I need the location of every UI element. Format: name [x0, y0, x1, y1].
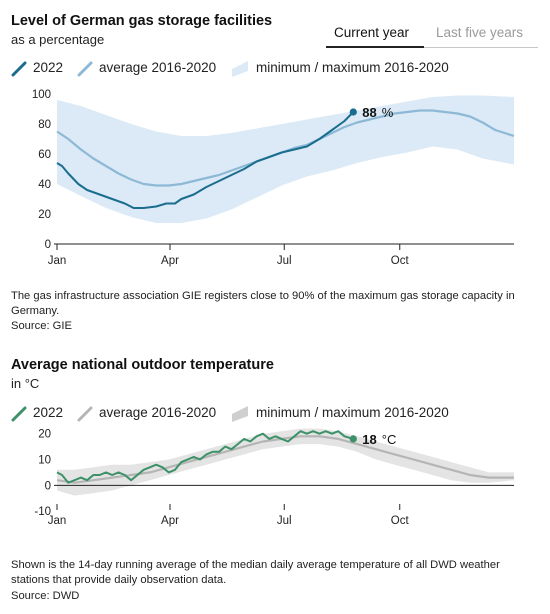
temp-end-unit: °C	[382, 432, 397, 447]
tab-last-five-years[interactable]: Last five years	[436, 25, 524, 40]
gas-chart: 0 20 40 60 80 100 Jan Apr Jul Oct 88%	[32, 89, 515, 267]
gas-source: Source: GIE	[11, 320, 72, 332]
temp-x-tick-jan: Jan	[48, 515, 67, 527]
gas-y-tick-0: 0	[45, 239, 51, 251]
gas-chart-subtitle: as a percentage	[11, 32, 105, 47]
gas-storage-section: Level of German gas storage facilities a…	[11, 13, 541, 332]
gas-x-tick-apr: Apr	[161, 255, 179, 267]
gas-note: The gas infrastructure association GIE r…	[11, 290, 515, 317]
temperature-section: Average national outdoor temperature in …	[0, 348, 550, 614]
gas-legend-current-swatch	[11, 61, 27, 77]
temp-end-label: 18 °C	[362, 432, 396, 447]
gas-y-tick-20: 20	[38, 209, 51, 221]
gas-legend-current-label: 2022	[33, 60, 64, 75]
active-tab-indicator	[326, 46, 424, 48]
temp-note: Shown is the 14-day running average of t…	[11, 559, 500, 586]
gas-legend: 2022 average 2016-2020 minimum / maximum…	[11, 59, 541, 79]
gas-end-unit: %	[382, 105, 394, 120]
temp-current-line	[56, 430, 354, 484]
gas-end-label: 88%	[362, 105, 393, 120]
temp-y-tick-20: 20	[38, 429, 51, 441]
gas-y-tick-40: 40	[38, 179, 51, 191]
temp-legend-current-label: 2022	[33, 405, 64, 420]
temp-legend-current-swatch	[11, 406, 27, 422]
temp-x-tick-oct: Oct	[391, 515, 410, 527]
temp-y-tick-10: 10	[38, 455, 51, 467]
temp-y-tick-0: 0	[45, 480, 51, 492]
tab-current-year[interactable]: Current year	[334, 25, 410, 40]
gas-legend-average-label: average 2016-2020	[99, 60, 217, 75]
temp-x-tick-jul: Jul	[277, 515, 292, 527]
view-tabs: Current year Last five years	[326, 22, 538, 48]
gas-x-tick-oct: Oct	[391, 255, 410, 267]
gas-x-tick-jan: Jan	[48, 255, 67, 267]
temp-y-tick--10: -10	[34, 506, 51, 518]
gas-range-band	[57, 95, 514, 223]
temp-legend-average-swatch	[77, 406, 93, 422]
temp-legend-range-swatch	[232, 406, 248, 422]
gas-y-tick-100: 100	[32, 89, 51, 101]
gas-y-tick-60: 60	[38, 149, 51, 161]
gas-legend-range-label: minimum / maximum 2016-2020	[256, 60, 449, 75]
temp-source: Source: DWD	[11, 590, 80, 602]
gas-y-tick-80: 80	[38, 119, 51, 131]
gas-chart-title: Level of German gas storage facilities	[11, 13, 273, 29]
temp-legend-average-label: average 2016-2020	[99, 405, 217, 420]
temp-x-tick-apr: Apr	[161, 515, 179, 527]
temp-end-dot	[349, 435, 357, 443]
gas-end-value: 88	[362, 105, 376, 120]
gas-legend-range-swatch	[232, 61, 248, 77]
temp-chart-title: Average national outdoor temperature	[11, 357, 274, 373]
gas-x-tick-jul: Jul	[277, 255, 292, 267]
temp-chart-subtitle: in °C	[11, 376, 40, 391]
gas-legend-average-swatch	[77, 61, 93, 77]
temp-legend-range-label: minimum / maximum 2016-2020	[256, 405, 449, 420]
temp-chart: -10 0 10 20 Jan Apr Jul Oct 18 °C	[34, 428, 514, 527]
gas-end-dot	[349, 108, 357, 116]
temp-end-value: 18	[362, 432, 376, 447]
temp-legend: 2022 average 2016-2020 minimum / maximum…	[11, 404, 541, 424]
gas-current-line	[56, 111, 355, 209]
